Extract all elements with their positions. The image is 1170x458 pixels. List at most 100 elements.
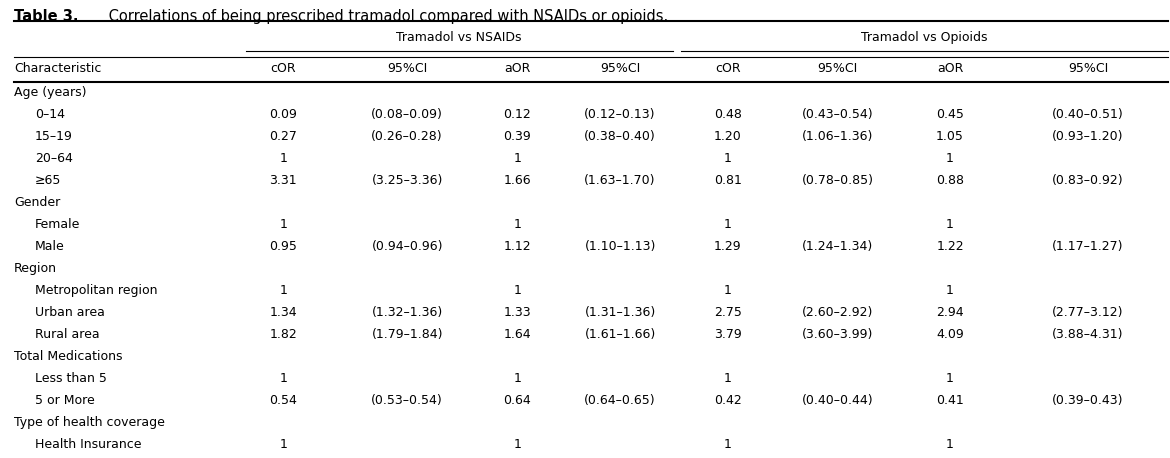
Text: 20–64: 20–64: [35, 152, 73, 165]
Text: 1.12: 1.12: [503, 240, 531, 253]
Text: (0.78–0.85): (0.78–0.85): [801, 174, 874, 187]
Text: Rural area: Rural area: [35, 328, 99, 341]
Text: 1: 1: [280, 218, 287, 231]
Text: 0.41: 0.41: [936, 394, 964, 407]
Text: 0.09: 0.09: [269, 108, 297, 121]
Text: Total Medications: Total Medications: [14, 350, 123, 363]
Text: 1: 1: [724, 284, 731, 297]
Text: (0.08–0.09): (0.08–0.09): [371, 108, 443, 121]
Text: 1: 1: [724, 438, 731, 451]
Text: (1.06–1.36): (1.06–1.36): [801, 130, 874, 143]
Text: Tramadol vs Opioids: Tramadol vs Opioids: [861, 31, 987, 44]
Text: Table 3.: Table 3.: [14, 9, 78, 23]
Text: Gender: Gender: [14, 196, 61, 209]
Text: 1.20: 1.20: [714, 130, 742, 143]
Text: Female: Female: [35, 218, 81, 231]
Text: 3.79: 3.79: [714, 328, 742, 341]
Text: 1.05: 1.05: [936, 130, 964, 143]
Text: 95%CI: 95%CI: [1068, 62, 1108, 75]
Text: 1: 1: [947, 284, 954, 297]
Text: 95%CI: 95%CI: [600, 62, 640, 75]
Text: (2.77–3.12): (2.77–3.12): [1052, 306, 1124, 319]
Text: 1: 1: [280, 284, 287, 297]
Text: 1: 1: [514, 218, 521, 231]
Text: 3.31: 3.31: [269, 174, 297, 187]
Text: (0.93–1.20): (0.93–1.20): [1052, 130, 1124, 143]
Text: Region: Region: [14, 262, 57, 275]
Text: (0.83–0.92): (0.83–0.92): [1052, 174, 1124, 187]
Text: (0.38–0.40): (0.38–0.40): [584, 130, 656, 143]
Text: 0.54: 0.54: [269, 394, 297, 407]
Text: (0.39–0.43): (0.39–0.43): [1052, 394, 1124, 407]
Text: (0.12–0.13): (0.12–0.13): [584, 108, 656, 121]
Text: 1.22: 1.22: [936, 240, 964, 253]
Text: Characteristic: Characteristic: [14, 62, 102, 75]
Text: 1: 1: [947, 218, 954, 231]
Text: 1: 1: [947, 372, 954, 385]
Text: 0.45: 0.45: [936, 108, 964, 121]
Text: 0–14: 0–14: [35, 108, 66, 121]
Text: 1.33: 1.33: [503, 306, 531, 319]
Text: Metropolitan region: Metropolitan region: [35, 284, 158, 297]
Text: 1: 1: [724, 152, 731, 165]
Text: (3.88–4.31): (3.88–4.31): [1052, 328, 1124, 341]
Text: 1: 1: [280, 438, 287, 451]
Text: 1.34: 1.34: [269, 306, 297, 319]
Text: 15–19: 15–19: [35, 130, 73, 143]
Text: 1: 1: [280, 372, 287, 385]
Text: 2.94: 2.94: [936, 306, 964, 319]
Text: 2.75: 2.75: [714, 306, 742, 319]
Text: ≥65: ≥65: [35, 174, 62, 187]
Text: Tramadol vs NSAIDs: Tramadol vs NSAIDs: [397, 31, 522, 44]
Text: aOR: aOR: [504, 62, 530, 75]
Text: aOR: aOR: [937, 62, 963, 75]
Text: 1: 1: [280, 152, 287, 165]
Text: 4.09: 4.09: [936, 328, 964, 341]
Text: 0.88: 0.88: [936, 174, 964, 187]
Text: Less than 5: Less than 5: [35, 372, 106, 385]
Text: 0.81: 0.81: [714, 174, 742, 187]
Text: 1: 1: [514, 152, 521, 165]
Text: (0.40–0.51): (0.40–0.51): [1052, 108, 1124, 121]
Text: (0.94–0.96): (0.94–0.96): [371, 240, 443, 253]
Text: Health Insurance: Health Insurance: [35, 438, 142, 451]
Text: 1: 1: [514, 284, 521, 297]
Text: 0.27: 0.27: [269, 130, 297, 143]
Text: 1: 1: [724, 218, 731, 231]
Text: Correlations of being prescribed tramadol compared with NSAIDs or opioids.: Correlations of being prescribed tramado…: [104, 9, 668, 23]
Text: (1.17–1.27): (1.17–1.27): [1052, 240, 1124, 253]
Text: 0.42: 0.42: [714, 394, 742, 407]
Text: 95%CI: 95%CI: [818, 62, 858, 75]
Text: (0.64–0.65): (0.64–0.65): [584, 394, 656, 407]
Text: 0.64: 0.64: [503, 394, 531, 407]
Text: 1.82: 1.82: [269, 328, 297, 341]
Text: (1.61–1.66): (1.61–1.66): [585, 328, 655, 341]
Text: 1: 1: [514, 438, 521, 451]
Text: 1: 1: [514, 372, 521, 385]
Text: (0.43–0.54): (0.43–0.54): [801, 108, 874, 121]
Text: (1.79–1.84): (1.79–1.84): [371, 328, 443, 341]
Text: 0.95: 0.95: [269, 240, 297, 253]
Text: Type of health coverage: Type of health coverage: [14, 416, 165, 429]
Text: 95%CI: 95%CI: [387, 62, 427, 75]
Text: 1.66: 1.66: [503, 174, 531, 187]
Text: Urban area: Urban area: [35, 306, 105, 319]
Text: (0.40–0.44): (0.40–0.44): [801, 394, 874, 407]
Text: (1.63–1.70): (1.63–1.70): [584, 174, 656, 187]
Text: (1.24–1.34): (1.24–1.34): [803, 240, 873, 253]
Text: (2.60–2.92): (2.60–2.92): [801, 306, 874, 319]
Text: (3.25–3.36): (3.25–3.36): [371, 174, 443, 187]
Text: 1.29: 1.29: [714, 240, 742, 253]
Text: 1: 1: [947, 438, 954, 451]
Text: cOR: cOR: [715, 62, 741, 75]
Text: (0.53–0.54): (0.53–0.54): [371, 394, 443, 407]
Text: 0.39: 0.39: [503, 130, 531, 143]
Text: Male: Male: [35, 240, 64, 253]
Text: 0.12: 0.12: [503, 108, 531, 121]
Text: 5 or More: 5 or More: [35, 394, 95, 407]
Text: (0.26–0.28): (0.26–0.28): [371, 130, 443, 143]
Text: 0.48: 0.48: [714, 108, 742, 121]
Text: cOR: cOR: [270, 62, 296, 75]
Text: 1.64: 1.64: [503, 328, 531, 341]
Text: (3.60–3.99): (3.60–3.99): [801, 328, 874, 341]
